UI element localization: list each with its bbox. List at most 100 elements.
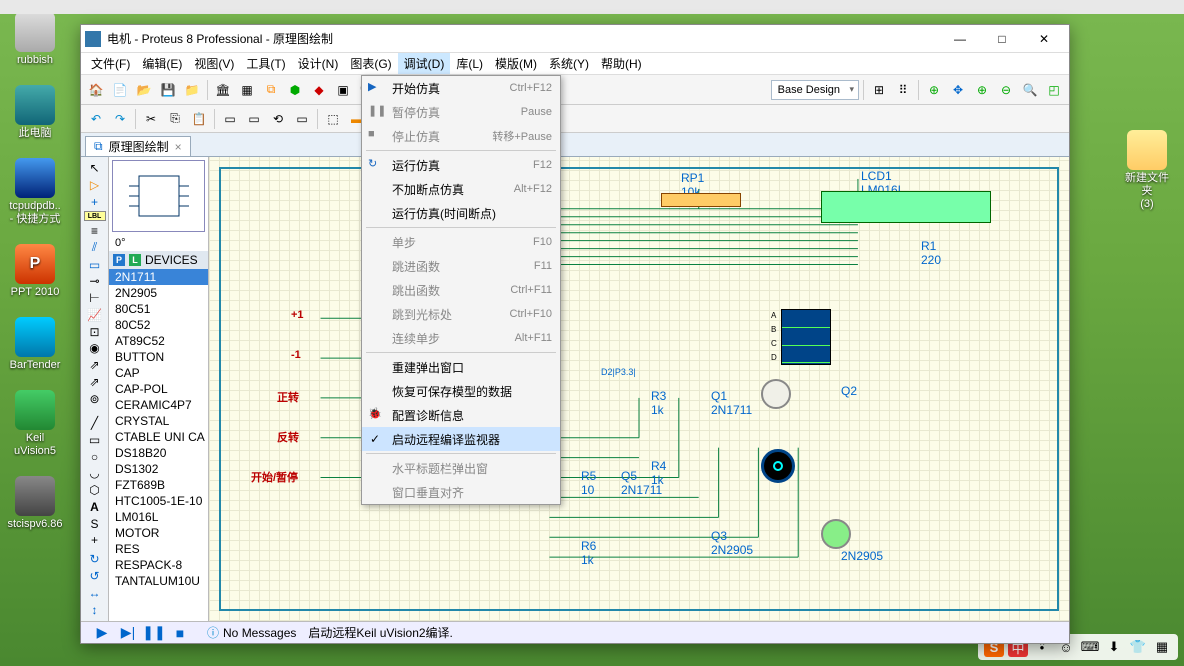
rotate-cw-icon[interactable]: ↻ xyxy=(84,552,106,567)
close-project-icon[interactable]: 📁 xyxy=(181,79,203,101)
part-item[interactable]: AT89C52 xyxy=(109,333,208,349)
close-button[interactable]: ✕ xyxy=(1023,27,1065,51)
zoom-in-icon[interactable]: ⊕ xyxy=(971,79,993,101)
new-icon[interactable]: 📄 xyxy=(109,79,131,101)
redo-icon[interactable]: ↷ xyxy=(109,108,131,130)
menu-9[interactable]: 系统(Y) xyxy=(543,53,595,74)
2d-circle-icon[interactable]: ○ xyxy=(84,449,106,464)
text-script-icon[interactable]: ≡ xyxy=(84,223,106,238)
terminal-icon[interactable]: ⊸ xyxy=(84,274,106,289)
pick-icon[interactable]: ⬚ xyxy=(322,108,344,130)
desktop-keil[interactable]: KeiluVision5 xyxy=(8,390,62,458)
2d-line-icon[interactable]: ╱ xyxy=(84,416,106,431)
part-item[interactable]: CAP-POL xyxy=(109,381,208,397)
rotate-ccw-icon[interactable]: ↺ xyxy=(84,569,106,584)
3d-icon[interactable]: ⧉ xyxy=(260,79,282,101)
instruments-icon[interactable]: ⊚ xyxy=(84,391,106,406)
menu-3[interactable]: 工具(T) xyxy=(240,53,291,74)
menu-2[interactable]: 视图(V) xyxy=(188,53,240,74)
sim-play-icon[interactable]: ▶ xyxy=(91,624,113,642)
part-item[interactable]: RES xyxy=(109,541,208,557)
zoom-out-icon[interactable]: ⊖ xyxy=(995,79,1017,101)
minimize-button[interactable]: — xyxy=(939,27,981,51)
part-item[interactable]: DS1302 xyxy=(109,461,208,477)
debug-menu-item[interactable]: 🐞配置诊断信息 xyxy=(362,403,560,427)
device-pin-icon[interactable]: ⊢ xyxy=(84,291,106,306)
part-item[interactable]: CRYSTAL xyxy=(109,413,208,429)
desktop-stcisp[interactable]: stcispv6.86 xyxy=(8,476,62,531)
schematic-tab[interactable]: ⧉ 原理图绘制 × xyxy=(85,136,191,156)
schematic-canvas[interactable]: +1 -1 正转 反转 开始/暂停 AT89C52 P1.0/T2P1.1/T2… xyxy=(209,157,1069,621)
menu-1[interactable]: 编辑(E) xyxy=(136,53,188,74)
graph-icon[interactable]: 📈 xyxy=(84,308,106,323)
p-button[interactable]: P xyxy=(113,254,125,266)
block-delete-icon[interactable]: ▭ xyxy=(291,108,313,130)
current-probe-icon[interactable]: ⇗ xyxy=(84,375,106,390)
origin-icon[interactable]: ⊕ xyxy=(923,79,945,101)
tab-close-icon[interactable]: × xyxy=(175,140,182,154)
desktop-ppt[interactable]: PPPT 2010 xyxy=(8,244,62,299)
tray-icon-7[interactable]: ▦ xyxy=(1152,637,1172,657)
titlebar[interactable]: 电机 - Proteus 8 Professional - 原理图绘制 — □ … xyxy=(81,25,1069,53)
home-icon[interactable]: 🏠 xyxy=(85,79,107,101)
menu-8[interactable]: 模版(M) xyxy=(489,53,543,74)
desktop-tcpudp[interactable]: tcpudpdb..- 快捷方式 xyxy=(8,158,62,226)
debug-menu-item[interactable]: 运行仿真(时间断点) xyxy=(362,201,560,225)
2d-path-icon[interactable]: ⬡ xyxy=(84,483,106,498)
marker-icon[interactable]: + xyxy=(84,533,106,548)
tape-icon[interactable]: ⊡ xyxy=(84,324,106,339)
tray-icon-4[interactable]: ⌨ xyxy=(1080,637,1100,657)
desktop-bartender[interactable]: BarTender xyxy=(8,317,62,372)
menu-0[interactable]: 文件(F) xyxy=(85,53,136,74)
bom-icon[interactable]: ◆ xyxy=(308,79,330,101)
part-item[interactable]: 2N2905 xyxy=(109,285,208,301)
part-item[interactable]: 2N1711 xyxy=(109,269,208,285)
wire-label-icon[interactable]: LBL xyxy=(84,211,106,221)
message-indicator[interactable]: ⓘ No Messages xyxy=(207,624,296,641)
schematic-icon[interactable]: 🏛 xyxy=(212,79,234,101)
lcd-display[interactable] xyxy=(821,191,991,223)
menu-10[interactable]: 帮助(H) xyxy=(595,53,648,74)
part-item[interactable]: DS18B20 xyxy=(109,445,208,461)
vsm-icon[interactable]: ▣ xyxy=(332,79,354,101)
copy-icon[interactable]: ⎘ xyxy=(164,108,186,130)
flip-h-icon[interactable]: ↔ xyxy=(84,585,106,600)
menu-6[interactable]: 调试(D) xyxy=(398,53,451,74)
debug-menu-item[interactable]: 不加断点仿真Alt+F12 xyxy=(362,177,560,201)
flip-v-icon[interactable]: ↕ xyxy=(84,602,106,617)
sim-stop-icon[interactable]: ■ xyxy=(169,624,191,642)
part-item[interactable]: FZT689B xyxy=(109,477,208,493)
desktop-rubbish[interactable]: rubbish xyxy=(8,12,62,67)
component-mode-icon[interactable]: ▷ xyxy=(84,178,106,193)
subcircuit-icon[interactable]: ▭ xyxy=(84,257,106,272)
part-item[interactable]: MOTOR xyxy=(109,525,208,541)
pcb-icon[interactable]: ▦ xyxy=(236,79,258,101)
menu-5[interactable]: 图表(G) xyxy=(344,53,397,74)
gerber-icon[interactable]: ⬢ xyxy=(284,79,306,101)
part-item[interactable]: 80C51 xyxy=(109,301,208,317)
zoom-area-icon[interactable]: ◰ xyxy=(1043,79,1065,101)
selection-mode-icon[interactable]: ↖ xyxy=(84,161,106,176)
pan-icon[interactable]: ✥ xyxy=(947,79,969,101)
cut-icon[interactable]: ✂ xyxy=(140,108,162,130)
part-item[interactable]: HTC1005-1E-10 xyxy=(109,493,208,509)
debug-menu-item[interactable]: ↻运行仿真F12 xyxy=(362,153,560,177)
part-item[interactable]: CAP xyxy=(109,365,208,381)
tray-icon-5[interactable]: ⬇ xyxy=(1104,637,1124,657)
debug-menu-item[interactable]: ✓启动远程编译监视器 xyxy=(362,427,560,451)
maximize-button[interactable]: □ xyxy=(981,27,1023,51)
part-item[interactable]: 80C52 xyxy=(109,317,208,333)
save-icon[interactable]: 💾 xyxy=(157,79,179,101)
zoom-fit-icon[interactable]: 🔍 xyxy=(1019,79,1041,101)
debug-menu-item[interactable]: 恢复可保存模型的数据 xyxy=(362,379,560,403)
part-item[interactable]: TANTALUM10U xyxy=(109,573,208,589)
part-item[interactable]: CTABLE UNI CA xyxy=(109,429,208,445)
junction-icon[interactable]: + xyxy=(84,195,106,210)
sim-step-icon[interactable]: ▶| xyxy=(117,624,139,642)
motor-main[interactable] xyxy=(761,449,795,483)
open-icon[interactable]: 📂 xyxy=(133,79,155,101)
block-copy-icon[interactable]: ▭ xyxy=(219,108,241,130)
voltage-probe-icon[interactable]: ⇗ xyxy=(84,358,106,373)
symbol-icon[interactable]: S xyxy=(84,516,106,531)
motor-bottom[interactable] xyxy=(821,519,851,549)
